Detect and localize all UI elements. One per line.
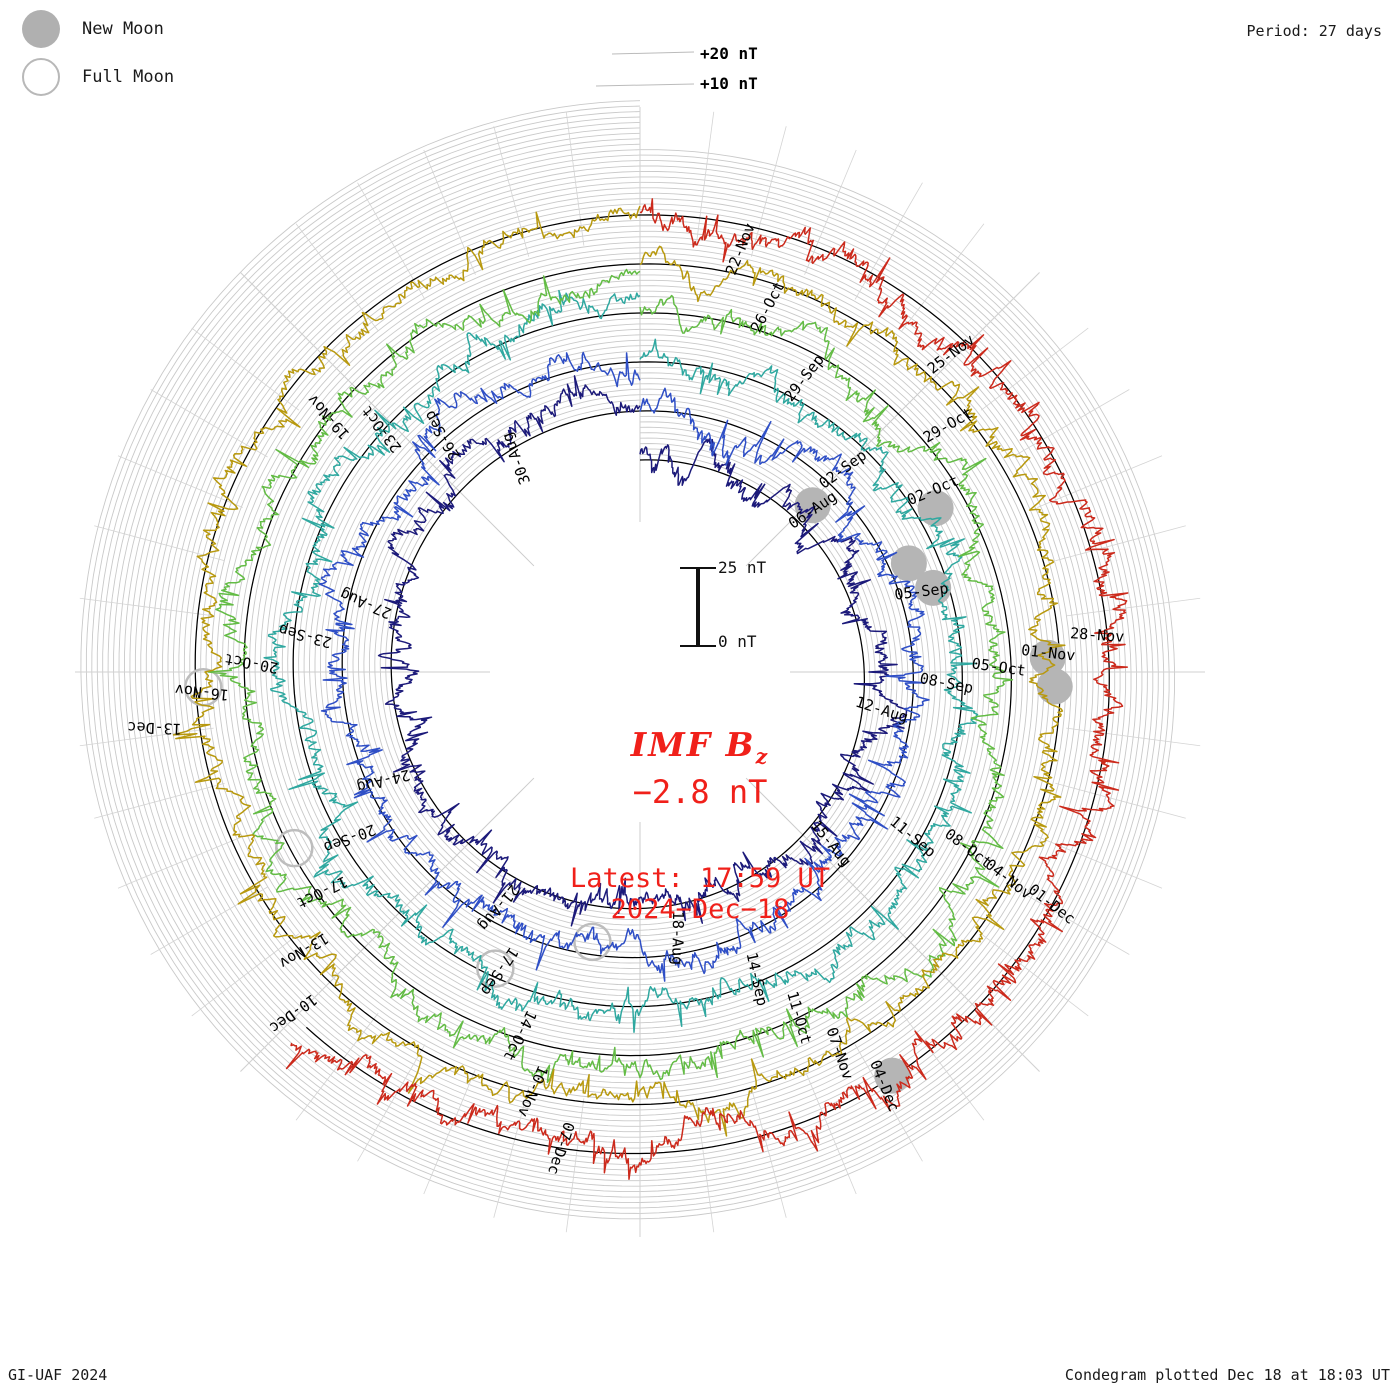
period-label: Period: 27 days: [1246, 22, 1382, 40]
center-title-subscript: z: [755, 744, 770, 769]
legend-full-moon-label: Full Moon: [82, 67, 175, 87]
date-label: 08-Sep: [918, 669, 975, 697]
plot-timestamp-label: Condegram plotted Dec 18 at 18:03 UT: [1064, 1366, 1390, 1384]
scale-bar-top-label: 25 nT: [718, 558, 767, 577]
full-moon-icon: [22, 58, 60, 96]
date-label: 10-Nov: [514, 1063, 552, 1120]
baseline-arcs: [194, 214, 1110, 1155]
date-label: 26-Oct: [747, 279, 788, 335]
legend-new-moon-label: New Moon: [82, 19, 164, 39]
legend-full-moon: Full Moon: [22, 58, 174, 96]
center-latest-date: 2024−Dec−18: [610, 893, 790, 925]
date-label: 30-Aug: [498, 430, 534, 487]
scale-bar: [680, 567, 716, 647]
date-label: 16-Nov: [174, 681, 230, 705]
legend-new-moon: New Moon: [22, 10, 164, 48]
center-readout: IMF Bz −2.8 nT Latest: 17:59 UT 2024−Dec…: [0, 725, 1400, 925]
radial-tick-10: +10 nT: [700, 74, 758, 93]
center-title-main: IMF B: [630, 725, 756, 764]
center-value: −2.8 nT: [632, 772, 768, 811]
date-label: 23-Oct: [358, 402, 406, 456]
data-traces: [172, 198, 1129, 1180]
center-title: IMF Bz: [0, 725, 1400, 769]
credit-label: GI-UAF 2024: [8, 1366, 108, 1384]
date-label: 14-Sep: [743, 951, 772, 1008]
date-label: 28-Nov: [1070, 624, 1125, 646]
new-moon-icon: [22, 10, 60, 48]
date-label: 01-Nov: [1020, 641, 1076, 665]
scale-bar-bottom-label: 0 nT: [718, 632, 757, 651]
date-label: 18-Aug: [668, 911, 687, 965]
date-label: 07-Nov: [823, 1025, 858, 1082]
date-label: 14-Oct: [500, 1007, 541, 1063]
center-latest-time: Latest: 17:59 UT: [569, 862, 831, 894]
radial-tick-20: +20 nT: [700, 44, 758, 63]
date-label: 20-Oct: [223, 650, 279, 677]
date-label: 13-Dec: [127, 718, 182, 738]
